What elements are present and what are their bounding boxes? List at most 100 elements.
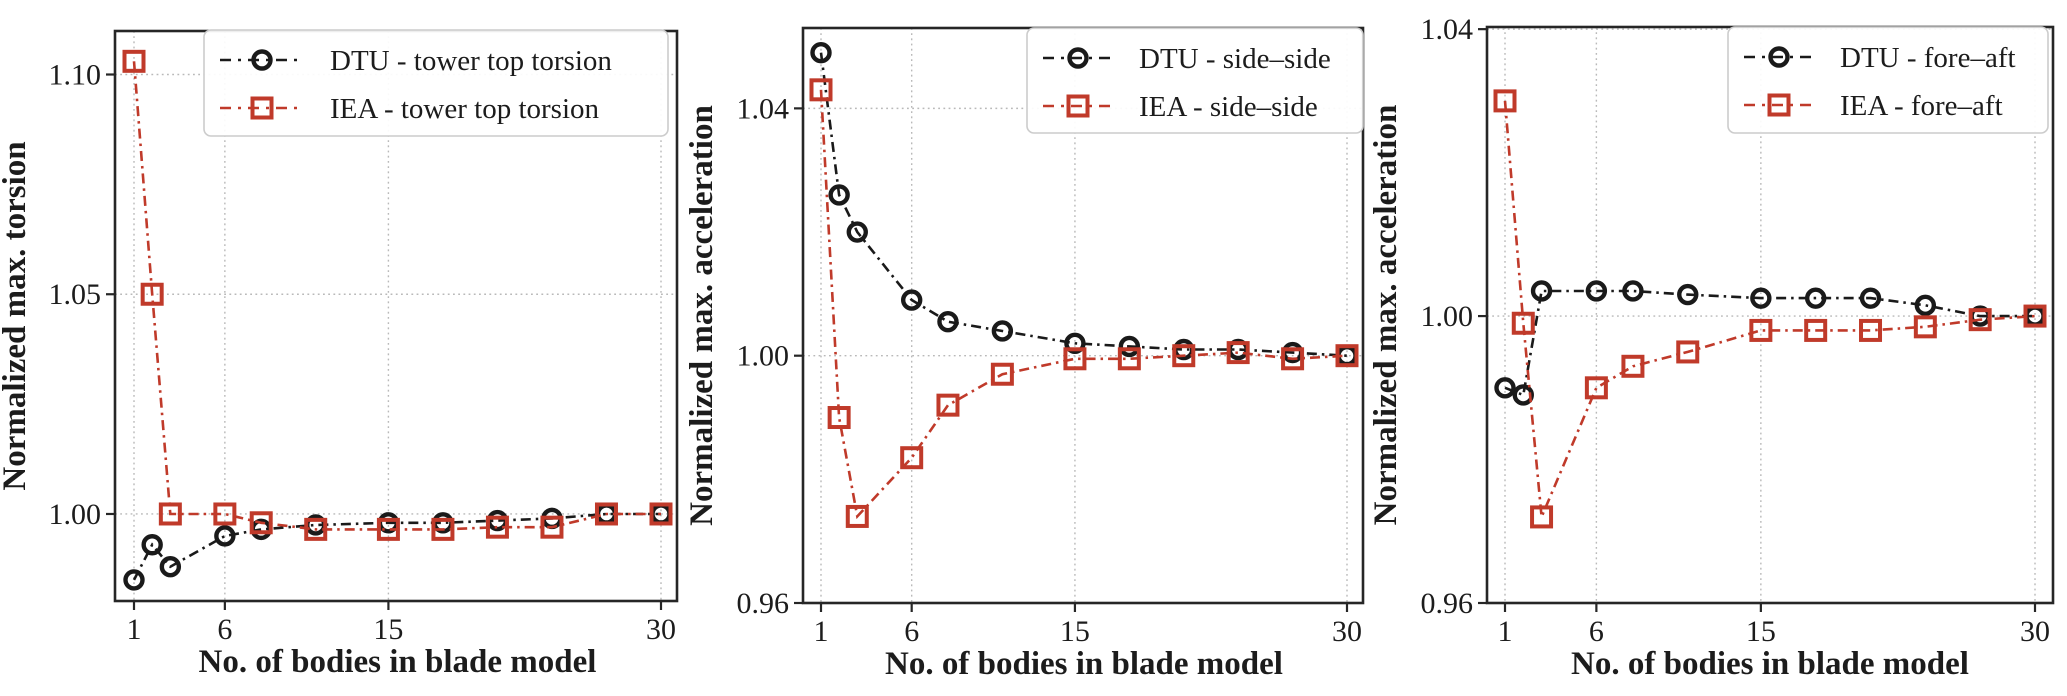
legend-box: [1727, 26, 2049, 134]
data-point-square-marker: [649, 502, 673, 526]
series-markers-dtu: [1494, 280, 2046, 406]
data-point-square-marker: [1226, 341, 1250, 365]
x-tick-label: 15: [1060, 615, 1090, 648]
x-axis-label: No. of bodies in blade model: [885, 646, 1283, 682]
series-markers-iea: [122, 49, 673, 541]
x-tick-label: 1: [127, 613, 142, 646]
data-point-circle-marker: [828, 184, 850, 206]
data-point-square-marker: [936, 393, 960, 417]
data-point-circle-marker: [1494, 377, 1516, 399]
data-point-circle-marker: [1677, 283, 1699, 306]
legend-label: IEA - side–side: [1139, 91, 1318, 123]
data-point-square-marker: [1335, 344, 1359, 368]
data-point-circle-marker: [141, 534, 163, 556]
legend: DTU - fore–aft IEA - fore–aft: [1727, 26, 2049, 134]
y-tick-label: 1.05: [49, 278, 102, 311]
legend-label: DTU - tower top torsion: [330, 45, 612, 77]
x-axis-label: No. of bodies in blade model: [199, 644, 597, 680]
x-tick-label: 30: [2020, 615, 2050, 648]
legend: DTU - tower top torsion IEA - tower top t…: [203, 29, 669, 137]
x-tick-label: 6: [1589, 615, 1604, 648]
data-point-circle-marker: [900, 289, 923, 311]
legend-box: [1026, 27, 1364, 134]
data-point-circle-marker: [1118, 335, 1141, 358]
legend-circle-marker: [1768, 46, 1790, 68]
data-point-square-marker: [485, 515, 509, 539]
ticks: [1478, 28, 2037, 612]
data-point-square-marker: [304, 517, 328, 541]
data-point-square-marker: [1913, 315, 1937, 339]
data-point-square-marker: [990, 362, 1014, 386]
chart-panel-1: 1 6 15 30 1.00 1.05 1.10 No. of bodies in blade…: [0, 29, 679, 680]
data-point-square-marker: [1281, 347, 1305, 371]
data-point-circle-marker: [1530, 280, 1553, 302]
y-axis-label: Normalized max. torsion: [0, 141, 33, 490]
legend-square-marker: [1767, 93, 1791, 117]
chart-panel-3: 1 6 15 30 0.96 1.00 1.04 No. of bodies in blade…: [1368, 13, 2055, 682]
data-point-circle-marker: [123, 569, 145, 591]
y-axis-label: Normalized max. acceleration: [1368, 105, 1404, 526]
data-point-circle-marker: [1622, 280, 1644, 302]
x-tick-label: 30: [646, 613, 676, 646]
data-point-square-marker: [213, 502, 237, 526]
data-point-square-marker: [1859, 318, 1883, 342]
legend-label: IEA - tower top torsion: [330, 93, 600, 125]
data-point-square-marker: [809, 78, 833, 102]
data-point-square-marker: [1530, 505, 1554, 529]
data-point-circle-marker: [159, 556, 182, 578]
data-point-circle-marker: [214, 525, 236, 547]
legend-square-marker: [250, 96, 274, 120]
data-point-square-marker: [249, 511, 273, 535]
data-point-square-marker: [1968, 308, 1992, 332]
series-line-dtu: [1504, 289, 2035, 397]
data-point-square-marker: [1621, 354, 1645, 378]
x-tick-label: 30: [1332, 615, 1362, 648]
legend: DTU - side–side IEA - side–side: [1026, 27, 1364, 134]
y-tick-label: 1.04: [1421, 13, 1474, 46]
x-axis-label: No. of bodies in blade model: [1571, 646, 1969, 682]
y-tick-label: 1.10: [49, 59, 102, 92]
y-tick-label: 1.04: [737, 92, 790, 125]
y-tick-label: 0.96: [737, 587, 790, 620]
data-point-square-marker: [140, 282, 164, 306]
x-tick-label: 1: [814, 615, 829, 648]
legend-circle-marker: [251, 49, 273, 71]
legend-box: [203, 29, 669, 137]
gridlines: [803, 28, 1363, 604]
legend-circle-marker: [1067, 47, 1089, 69]
data-point-square-marker: [594, 502, 618, 526]
data-point-circle-marker: [1585, 280, 1608, 302]
data-point-square-marker: [376, 517, 400, 541]
data-point-square-marker: [827, 406, 851, 430]
data-point-circle-marker: [991, 320, 1014, 342]
data-point-circle-marker: [1859, 287, 1882, 309]
data-point-square-marker: [1493, 89, 1517, 113]
data-point-square-marker: [1804, 318, 1828, 342]
data-point-square-marker: [900, 446, 924, 470]
data-point-square-marker: [1511, 311, 1535, 335]
y-tick-label: 1.00: [49, 498, 102, 531]
data-point-square-marker: [2023, 304, 2047, 328]
chart-panel-2: 1 6 15 30 0.96 1.00 1.04 No. of bodies in blade…: [684, 26, 1365, 682]
ticks: [794, 107, 1349, 612]
x-tick-label: 6: [904, 615, 919, 648]
data-point-square-marker: [1676, 340, 1700, 364]
data-point-square-marker: [845, 504, 869, 528]
legend-square-marker: [1066, 94, 1090, 118]
data-point-square-marker: [122, 49, 146, 73]
ticks: [106, 73, 663, 610]
series-line-iea: [1503, 100, 2036, 518]
data-point-square-marker: [1063, 347, 1087, 371]
data-point-circle-marker: [810, 42, 832, 64]
series-markers-iea: [809, 78, 1359, 528]
x-tick-label: 1: [1498, 615, 1513, 648]
y-tick-label: 0.96: [1421, 587, 1474, 620]
y-axis-label: Normalized max. acceleration: [684, 105, 720, 526]
data-point-circle-marker: [1914, 294, 1937, 317]
x-tick-label: 15: [373, 613, 403, 646]
data-point-square-marker: [1172, 344, 1196, 368]
x-tick-label: 15: [1746, 615, 1776, 648]
series-line-iea: [132, 61, 661, 531]
data-point-square-marker: [540, 515, 564, 539]
